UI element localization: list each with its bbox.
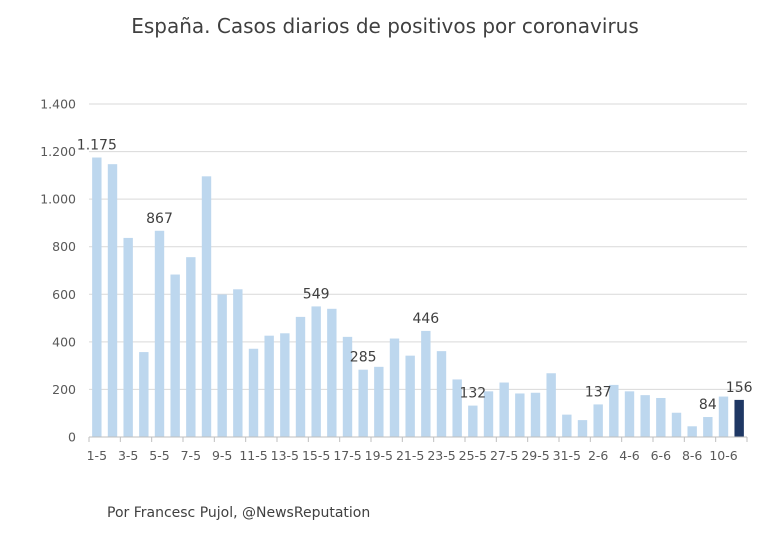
data-label: 867 [146, 211, 173, 227]
x-tick-label: 2-6 [588, 448, 608, 463]
x-tick-label: 15-5 [302, 448, 330, 463]
bar [530, 392, 541, 437]
x-tick-label: 7-5 [181, 448, 201, 463]
bar [436, 351, 447, 437]
bar [577, 420, 588, 437]
y-tick-label: 1.400 [40, 97, 76, 112]
y-tick-label: 1.000 [40, 192, 76, 207]
bar [389, 338, 400, 437]
bar [123, 237, 133, 437]
bar [468, 405, 478, 437]
bar [342, 336, 353, 437]
x-tick-label: 19-5 [365, 448, 393, 463]
bar [546, 373, 556, 437]
bar [92, 157, 102, 437]
bar [233, 289, 243, 437]
bar [186, 257, 196, 437]
x-tick-label: 29-5 [521, 448, 549, 463]
bar [515, 393, 525, 437]
bar [593, 404, 603, 437]
bar [358, 369, 368, 437]
x-tick-label: 27-5 [490, 448, 518, 463]
bar [703, 417, 713, 437]
chart-title: España. Casos diarios de positivos por c… [131, 14, 639, 38]
data-label: 137 [585, 384, 612, 400]
bar [327, 308, 337, 437]
data-label: 84 [699, 397, 717, 413]
bar [609, 384, 619, 437]
bar [374, 366, 384, 437]
bar [264, 335, 274, 437]
bar [640, 395, 650, 437]
x-tick-label: 8-6 [682, 448, 702, 463]
bar [452, 379, 462, 437]
data-label: 285 [350, 350, 377, 366]
bar [170, 274, 180, 437]
bar [405, 355, 415, 437]
bar [217, 294, 227, 437]
x-tick-label: 23-5 [427, 448, 455, 463]
bar [248, 348, 259, 437]
bar [734, 399, 744, 437]
bar [280, 333, 290, 437]
data-label: 1.175 [77, 138, 117, 154]
data-label: 549 [303, 286, 330, 302]
bar [499, 382, 509, 437]
bar [718, 396, 729, 437]
data-label: 156 [726, 380, 753, 396]
x-tick-label: 31-5 [553, 448, 581, 463]
bar [201, 176, 212, 437]
y-tick-label: 800 [52, 239, 76, 254]
x-tick-label: 1-5 [87, 448, 107, 463]
source-credit: Por Francesc Pujol, @NewsReputation [107, 505, 371, 521]
x-tick-label: 17-5 [333, 448, 361, 463]
x-tick-label: 6-6 [651, 448, 671, 463]
x-tick-label: 25-5 [459, 448, 487, 463]
x-tick-label: 5-5 [149, 448, 169, 463]
y-tick-label: 600 [52, 287, 76, 302]
bar [483, 391, 494, 437]
y-tick-label: 200 [52, 382, 76, 397]
y-tick-label: 1.200 [40, 144, 76, 159]
bar [107, 164, 118, 437]
y-tick-label: 400 [52, 334, 76, 349]
x-tick-label: 3-5 [118, 448, 138, 463]
x-tick-label: 9-5 [212, 448, 232, 463]
x-tick-label: 4-6 [619, 448, 639, 463]
bar [139, 352, 149, 437]
data-label: 132 [459, 386, 486, 402]
x-tick-label: 13-5 [271, 448, 299, 463]
bar [154, 230, 165, 437]
bar [562, 414, 572, 437]
y-tick-label: 0 [68, 430, 76, 445]
x-tick-label: 10-6 [709, 448, 737, 463]
bar [295, 316, 306, 437]
data-label: 446 [412, 311, 439, 327]
bar [421, 330, 431, 437]
bar [656, 397, 666, 437]
bar [671, 412, 682, 437]
bar [311, 306, 321, 437]
bar [624, 391, 635, 437]
bar [687, 426, 697, 437]
x-tick-label: 11-5 [239, 448, 267, 463]
x-tick-label: 21-5 [396, 448, 424, 463]
